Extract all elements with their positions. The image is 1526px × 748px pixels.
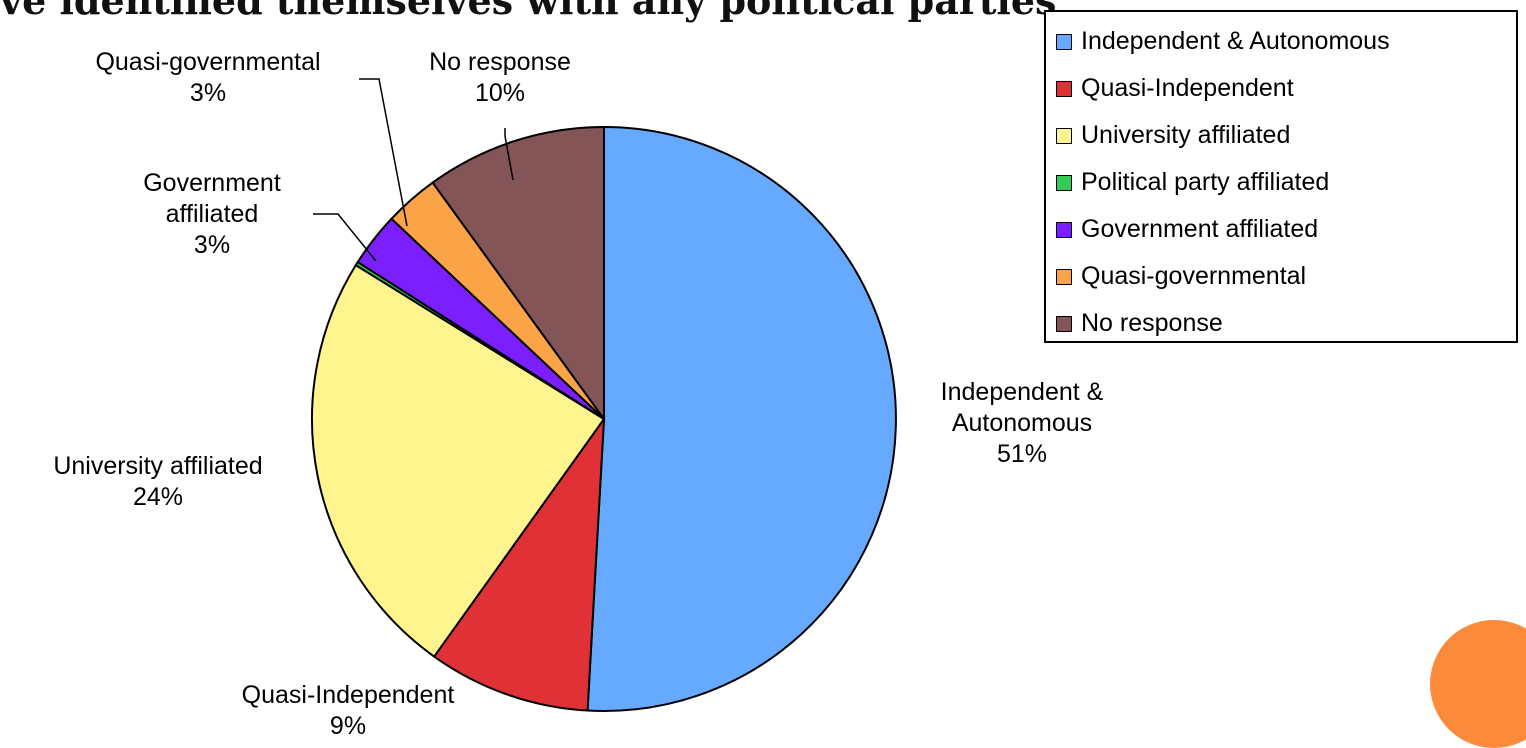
- leader-line-government-affiliated: [313, 213, 377, 262]
- legend-label: Independent & Autonomous: [1081, 27, 1390, 55]
- legend-swatch: [1056, 80, 1072, 97]
- pie-slice-independent-autonomous: [586, 125, 897, 712]
- data-label-independent-autonomous: Independent & Autonomous 51%: [941, 378, 1104, 468]
- pie-slice-quasi-independent: [432, 415, 606, 712]
- pie-slice-university-affiliated: [311, 263, 606, 658]
- legend-swatch: [1056, 221, 1072, 238]
- legend-item-government-affiliated: Government affiliated: [1056, 206, 1516, 253]
- legend-swatch: [1056, 174, 1072, 191]
- legend-swatch: [1056, 33, 1072, 50]
- leader-line-quasi-governmental: [359, 78, 408, 227]
- decorative-orange-circle: [1430, 620, 1526, 748]
- data-label-quasi-independent: Quasi-Independent 9%: [242, 681, 455, 740]
- legend-item-quasi-governmental: Quasi-governmental: [1056, 253, 1516, 300]
- legend-label: Quasi-Independent: [1081, 74, 1294, 102]
- legend-swatch: [1056, 315, 1072, 332]
- data-label-no-response: No response 10%: [429, 48, 571, 107]
- legend-item-independent-autonomous: Independent & Autonomous: [1056, 18, 1516, 65]
- legend-label: Government affiliated: [1081, 215, 1319, 243]
- data-label-quasi-governmental: Quasi-governmental 3%: [95, 48, 320, 107]
- legend-swatch: [1056, 268, 1072, 285]
- data-label-university-affiliated: University affiliated 24%: [53, 452, 262, 511]
- legend-label: University affiliated: [1081, 121, 1291, 149]
- legend-item-political-party-affiliated: Political party affiliated: [1056, 159, 1516, 206]
- legend-label: No response: [1081, 309, 1223, 337]
- chart-legend: Independent & Autonomous Quasi-Independen…: [1044, 10, 1518, 343]
- legend-item-university-affiliated: University affiliated: [1056, 112, 1516, 159]
- legend-label: Political party affiliated: [1081, 168, 1330, 196]
- pie-slice-no-response: [431, 125, 605, 423]
- data-label-government-affiliated: Government affiliated 3%: [143, 169, 281, 259]
- legend-item-quasi-independent: Quasi-Independent: [1056, 65, 1516, 112]
- legend-label: Quasi-governmental: [1081, 262, 1307, 290]
- leader-line-no-response: [504, 128, 514, 181]
- legend-swatch: [1056, 127, 1072, 144]
- slide-title: ve identified themselves with any politi…: [0, 0, 1057, 23]
- legend-item-no-response: No response: [1056, 300, 1516, 347]
